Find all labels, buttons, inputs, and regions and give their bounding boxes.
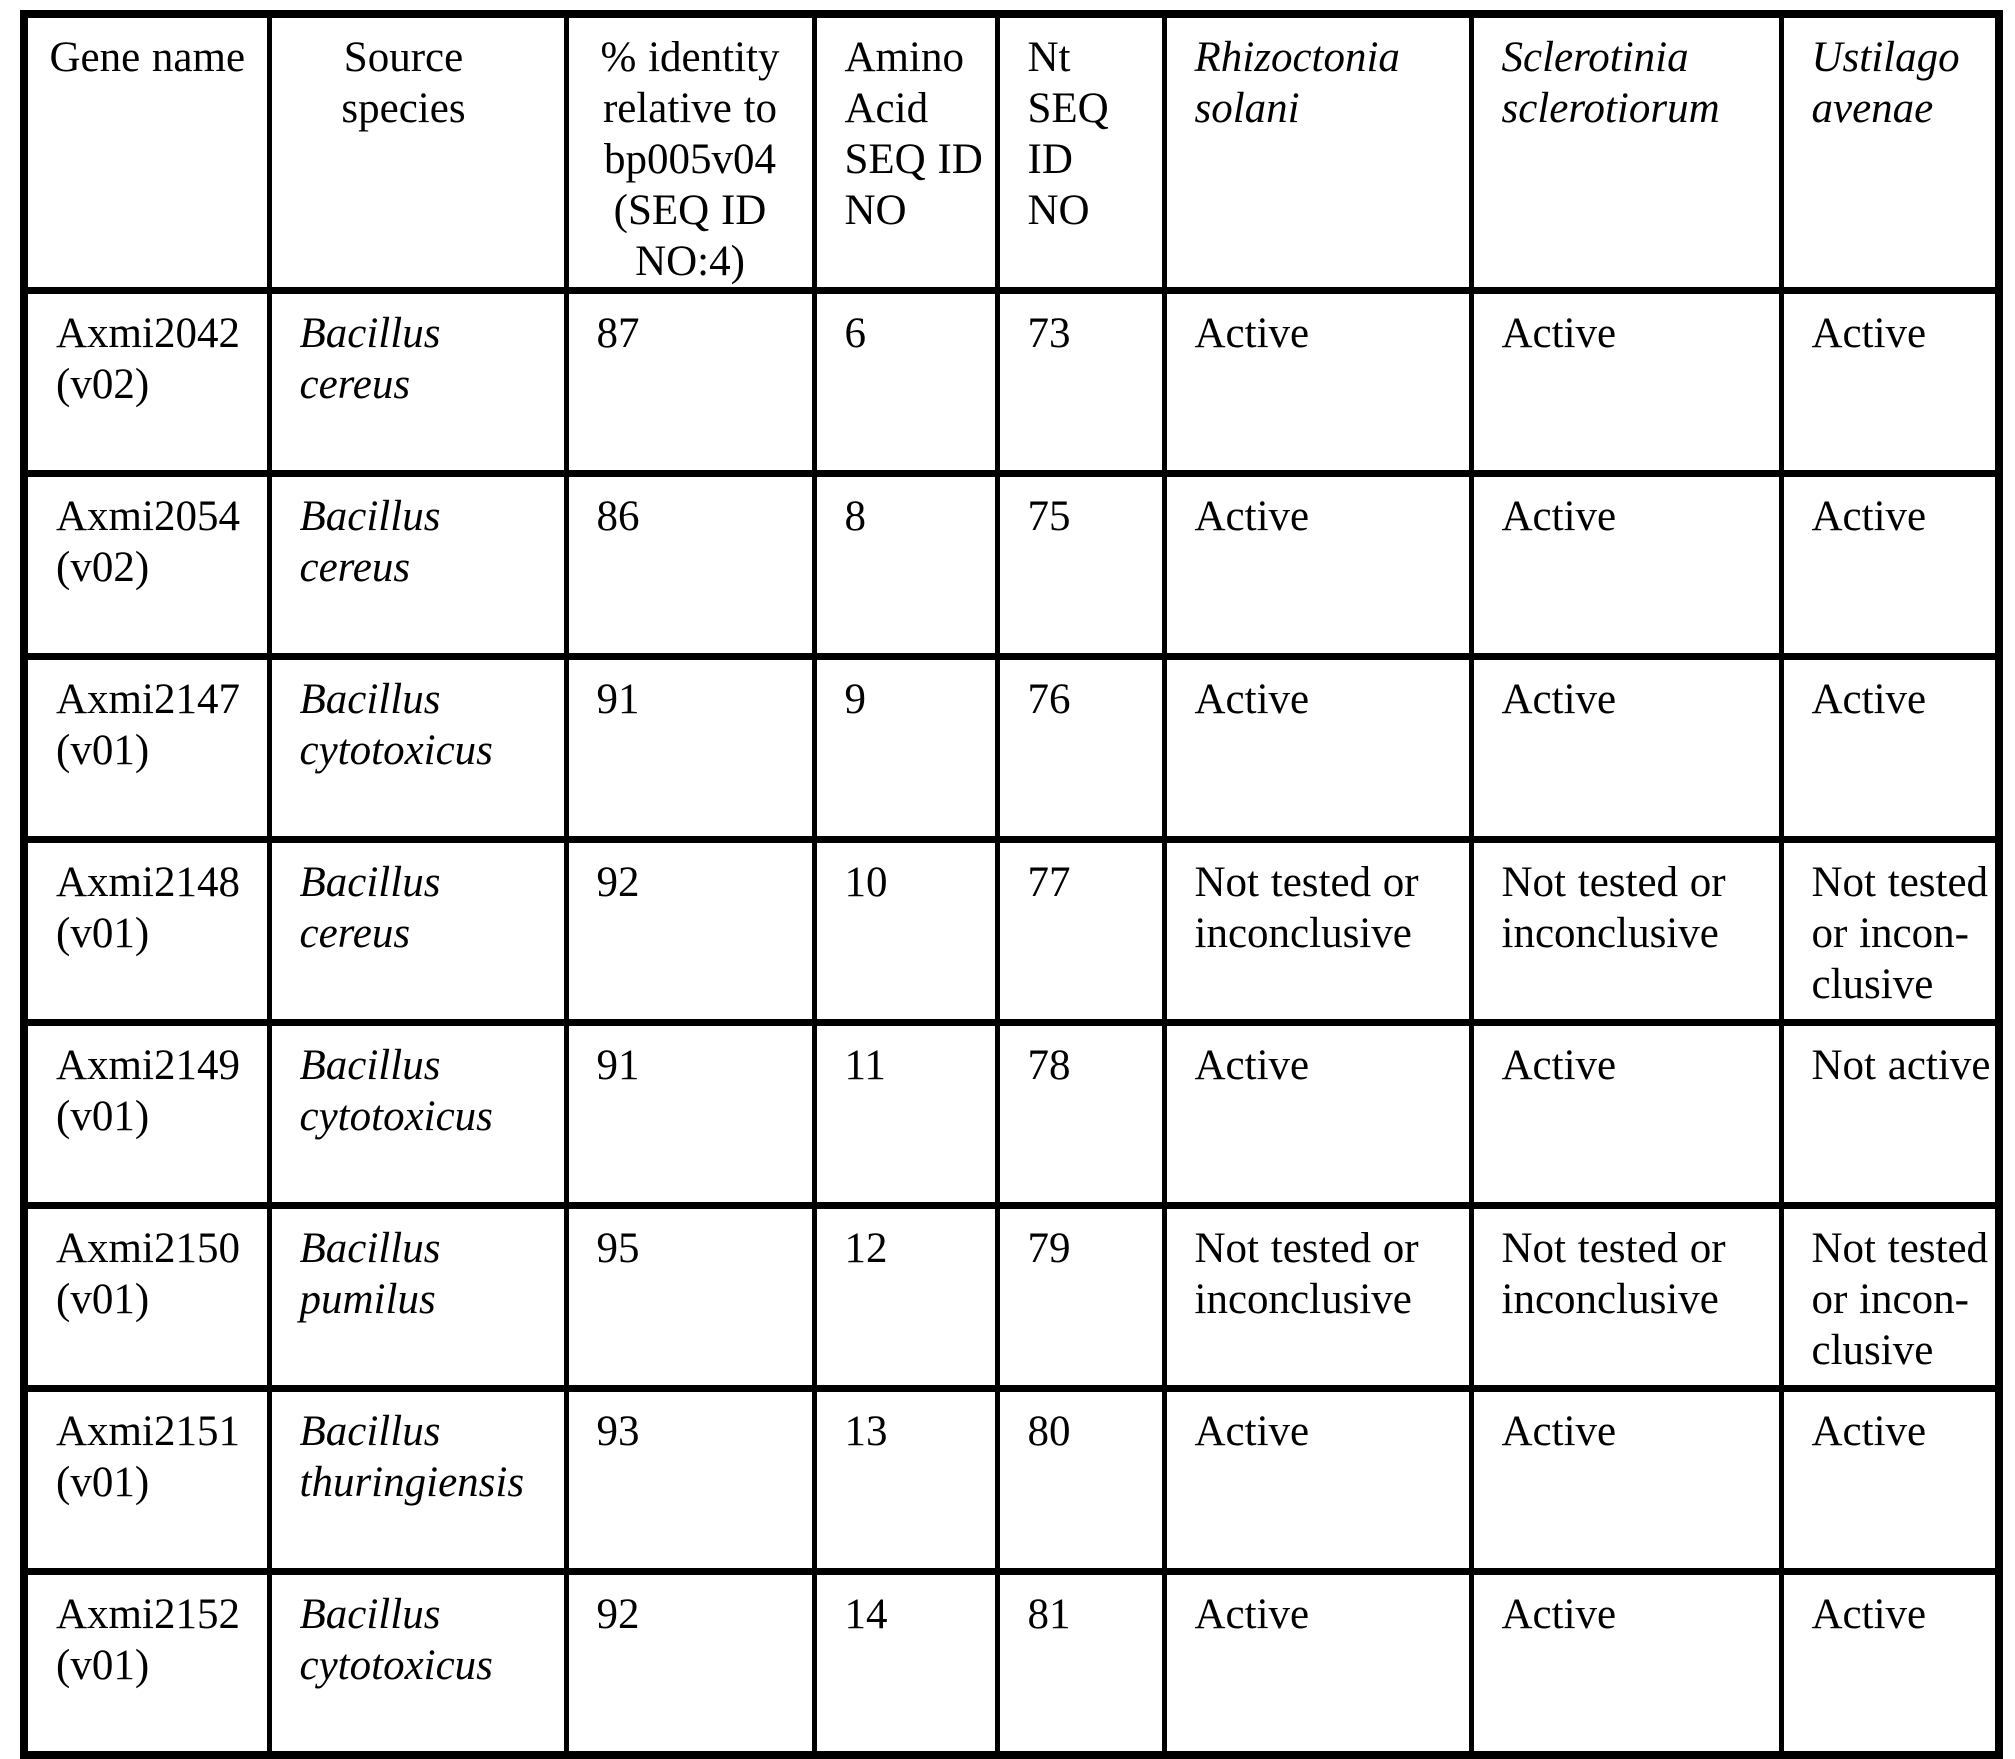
table-row: Axmi2042 (v02) Bacillus cereus 87 6 73 Active… (21, 287, 2002, 477)
sclerotinia-result-cell: Active (1468, 1019, 1784, 1209)
percent-identity-cell: 92 (563, 836, 817, 1026)
rhizoctonia-result-cell: Active (1161, 653, 1474, 843)
sclerotinia-result-cell: Active (1468, 470, 1784, 660)
gene-name-cell: Axmi2150 (v01) (21, 1202, 272, 1392)
ustilago-result-cell: Not tested or incon-clusive (1778, 836, 2002, 1026)
nt-seq-id-cell: 73 (994, 287, 1167, 477)
column-header-percent-identity: % identity relative to bp005v04 (SEQ ID … (563, 10, 817, 294)
source-species-cell: Bacillus cereus (266, 287, 569, 477)
percent-identity-cell: 87 (563, 287, 817, 477)
amino-acid-seq-id-cell: 12 (811, 1202, 1000, 1392)
source-species-cell: Bacillus cereus (266, 470, 569, 660)
column-header-sclerotinia-sclerotiorum: Sclerotinia sclerotiorum (1468, 10, 1784, 294)
table-row: Axmi2054 (v02) Bacillus cereus 86 8 75 Active… (21, 470, 2002, 660)
column-header-amino-acid-seq-id: Amino Acid SEQ ID NO (811, 10, 1000, 294)
ustilago-result-cell: Active (1778, 287, 2002, 477)
nt-seq-id-cell: 79 (994, 1202, 1167, 1392)
gene-name-cell: Axmi2149 (v01) (21, 1019, 272, 1209)
nt-seq-id-cell: 76 (994, 653, 1167, 843)
percent-identity-cell: 93 (563, 1385, 817, 1575)
percent-identity-cell: 92 (563, 1568, 817, 1758)
ustilago-result-cell: Active (1778, 470, 2002, 660)
ustilago-result-cell: Active (1778, 1568, 2002, 1758)
gene-name-cell: Axmi2054 (v02) (21, 470, 272, 660)
rhizoctonia-result-cell: Active (1161, 1019, 1474, 1209)
amino-acid-seq-id-cell: 13 (811, 1385, 1000, 1575)
amino-acid-seq-id-cell: 11 (811, 1019, 1000, 1209)
rhizoctonia-result-cell: Not tested or inconclusive (1161, 1202, 1474, 1392)
rhizoctonia-result-cell: Not tested or inconclusive (1161, 836, 1474, 1026)
column-header-source-species: Source species (266, 10, 569, 294)
table-row: Axmi2152 (v01) Bacillus cytotoxicus 92 14 81… (21, 1568, 2002, 1758)
column-header-gene-name: Gene name (21, 10, 272, 294)
gene-name-cell: Axmi2042 (v02) (21, 287, 272, 477)
rhizoctonia-result-cell: Active (1161, 470, 1474, 660)
table-row: Axmi2147 (v01) Bacillus cytotoxicus 91 9 76 A… (21, 653, 2002, 843)
amino-acid-seq-id-cell: 9 (811, 653, 1000, 843)
gene-activity-table: Gene name Source species% identity relati… (20, 10, 2003, 1759)
header-row: Gene name Source species% identity relati… (21, 10, 2002, 294)
source-species-cell: Bacillus cytotoxicus (266, 1019, 569, 1209)
rhizoctonia-result-cell: Active (1161, 287, 1474, 477)
table-row: Axmi2149 (v01) Bacillus cytotoxicus 91 11 78… (21, 1019, 2002, 1209)
column-header-nt-seq-id: Nt SEQ ID NO (994, 10, 1167, 294)
amino-acid-seq-id-cell: 10 (811, 836, 1000, 1026)
column-header-rhizoctonia-solani: Rhizoctonia solani (1161, 10, 1474, 294)
ustilago-result-cell: Not tested or incon-clusive (1778, 1202, 2002, 1392)
gene-name-cell: Axmi2151 (v01) (21, 1385, 272, 1575)
nt-seq-id-cell: 77 (994, 836, 1167, 1026)
percent-identity-cell: 91 (563, 653, 817, 843)
amino-acid-seq-id-cell: 8 (811, 470, 1000, 660)
amino-acid-seq-id-cell: 6 (811, 287, 1000, 477)
rhizoctonia-result-cell: Active (1161, 1568, 1474, 1758)
sclerotinia-result-cell: Active (1468, 1385, 1784, 1575)
source-species-cell: Bacillus cytotoxicus (266, 1568, 569, 1758)
column-header-ustilago-avenae: Ustilago avenae (1778, 10, 2002, 294)
sclerotinia-result-cell: Active (1468, 1568, 1784, 1758)
sclerotinia-result-cell: Not tested or inconclusive (1468, 1202, 1784, 1392)
source-species-cell: Bacillus pumilus (266, 1202, 569, 1392)
sclerotinia-result-cell: Not tested or inconclusive (1468, 836, 1784, 1026)
table-row: Axmi2150 (v01) Bacillus pumilus 95 12 79 Not … (21, 1202, 2002, 1392)
ustilago-result-cell: Active (1778, 1385, 2002, 1575)
amino-acid-seq-id-cell: 14 (811, 1568, 1000, 1758)
percent-identity-cell: 91 (563, 1019, 817, 1209)
percent-identity-cell: 95 (563, 1202, 817, 1392)
table-row: Axmi2148 (v01) Bacillus cereus 92 10 77 Not t… (21, 836, 2002, 1026)
nt-seq-id-cell: 78 (994, 1019, 1167, 1209)
gene-name-cell: Axmi2147 (v01) (21, 653, 272, 843)
nt-seq-id-cell: 81 (994, 1568, 1167, 1758)
source-species-cell: Bacillus cytotoxicus (266, 653, 569, 843)
sclerotinia-result-cell: Active (1468, 653, 1784, 843)
gene-name-cell: Axmi2152 (v01) (21, 1568, 272, 1758)
rhizoctonia-result-cell: Active (1161, 1385, 1474, 1575)
table-row: Axmi2151 (v01) Bacillus thuringiensis 93 13… (21, 1385, 2002, 1575)
ustilago-result-cell: Active (1778, 653, 2002, 843)
ustilago-result-cell: Not active (1778, 1019, 2002, 1209)
sclerotinia-result-cell: Active (1468, 287, 1784, 477)
percent-identity-cell: 86 (563, 470, 817, 660)
table-body: Axmi2042 (v02) Bacillus cereus 87 6 73 Active… (21, 287, 2002, 1758)
source-species-cell: Bacillus cereus (266, 836, 569, 1026)
source-species-cell: Bacillus thuringiensis (266, 1385, 569, 1575)
nt-seq-id-cell: 75 (994, 470, 1167, 660)
gene-name-cell: Axmi2148 (v01) (21, 836, 272, 1026)
nt-seq-id-cell: 80 (994, 1385, 1167, 1575)
